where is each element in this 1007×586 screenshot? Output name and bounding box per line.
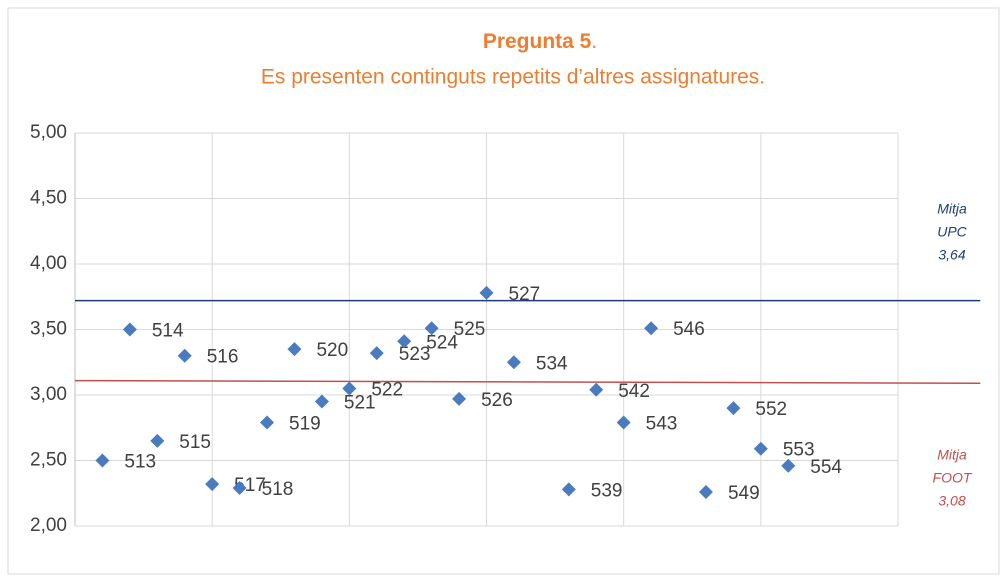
point-label: 522 <box>371 379 403 400</box>
point <box>561 482 576 497</box>
chart-subtitle: Es presenten continguts repetits d’altre… <box>261 66 765 89</box>
reference-label: Mitja <box>937 447 967 463</box>
point-label: 524 <box>426 332 458 353</box>
point-label: 549 <box>728 483 760 504</box>
point <box>397 334 412 349</box>
title-main: Pregunta 5 <box>483 30 592 53</box>
y-tick-label: 2,50 <box>30 450 67 471</box>
chart-border <box>7 7 1000 575</box>
point <box>342 381 357 396</box>
point <box>177 348 192 363</box>
y-tick-label: 3,50 <box>30 319 67 340</box>
point <box>287 342 302 357</box>
point <box>424 321 439 336</box>
point <box>698 484 713 499</box>
title-suffix: . <box>591 30 597 53</box>
point-label: 515 <box>179 432 211 453</box>
reference-label: UPC <box>937 224 967 240</box>
reference-label: 3,08 <box>938 493 965 509</box>
point <box>314 394 329 409</box>
y-tick-label: 2,00 <box>30 515 67 536</box>
point-label: 534 <box>536 353 568 374</box>
point <box>122 322 137 337</box>
point-label: 539 <box>591 480 623 501</box>
point <box>589 382 604 397</box>
reference-line <box>74 379 981 384</box>
point <box>205 477 220 492</box>
point <box>726 401 741 416</box>
point-label: 553 <box>783 440 815 461</box>
chart-title: Pregunta 5. <box>483 30 597 53</box>
point-label: 525 <box>454 319 486 340</box>
point-label: 526 <box>481 390 513 411</box>
point <box>95 453 110 468</box>
y-tick-label: 4,00 <box>30 253 67 274</box>
point-label: 552 <box>755 399 787 420</box>
point <box>260 415 275 430</box>
point <box>616 415 631 430</box>
point-label: 546 <box>673 319 705 340</box>
point-label: 519 <box>289 414 321 435</box>
point-label: 520 <box>316 340 348 361</box>
point <box>369 346 384 361</box>
point-label: 542 <box>618 381 650 402</box>
point <box>232 481 247 496</box>
y-tick-label: 5,00 <box>30 122 67 143</box>
point-label: 513 <box>124 452 156 473</box>
point-label: 518 <box>262 479 294 500</box>
point <box>150 433 165 448</box>
point-label: 521 <box>344 393 376 414</box>
point-label: 523 <box>399 344 431 365</box>
point <box>781 458 796 473</box>
point <box>753 441 768 456</box>
reference-label: Mitja <box>937 201 967 217</box>
point <box>644 321 659 336</box>
point-label: 543 <box>646 414 678 435</box>
y-tick-label: 4,50 <box>30 188 67 209</box>
point-label: 516 <box>207 347 239 368</box>
point-label: 554 <box>810 457 842 478</box>
reference-label: FOOT <box>933 470 973 486</box>
y-tick-label: 3,00 <box>30 384 67 405</box>
point-label: 527 <box>509 284 541 305</box>
point <box>479 285 494 300</box>
point <box>506 355 521 370</box>
point-label: 514 <box>152 321 184 342</box>
point <box>452 391 467 406</box>
reference-label: 3,64 <box>938 247 965 263</box>
